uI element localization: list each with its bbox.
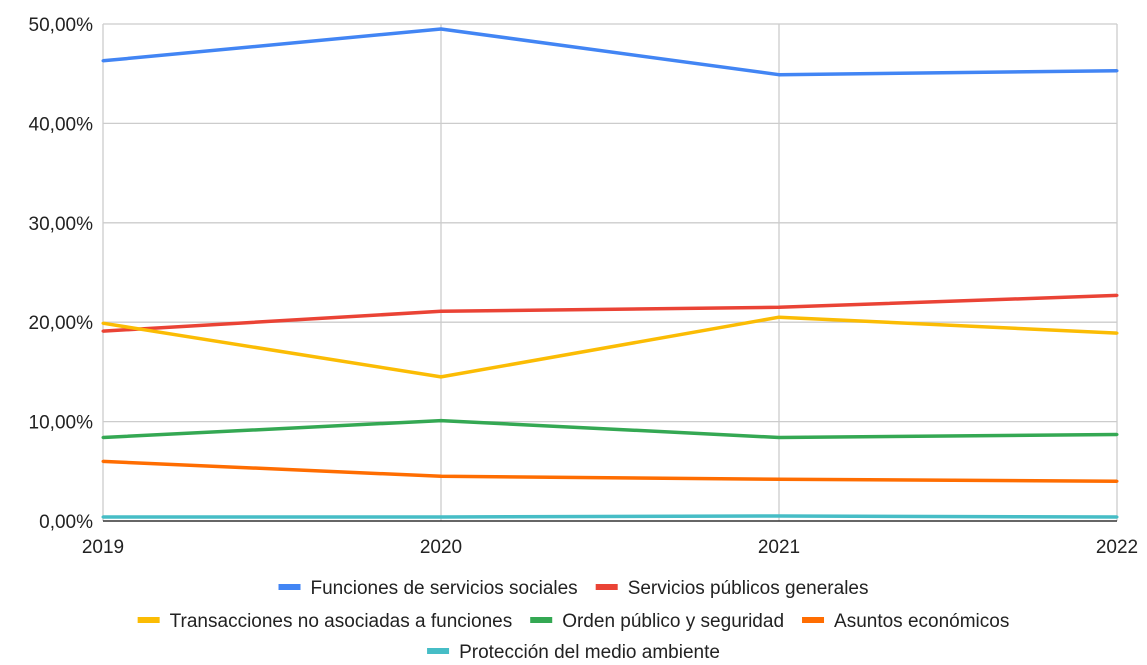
data-point [1115, 433, 1119, 437]
data-point [777, 315, 781, 319]
legend-item[interactable]: Orden público y seguridad [530, 611, 784, 632]
data-point [777, 477, 781, 481]
legend-item[interactable]: Funciones de servicios sociales [278, 578, 578, 599]
series-line-3 [102, 315, 1118, 379]
y-tick-label: 30,00% [29, 214, 94, 235]
legend-item[interactable]: Servicios públicos generales [595, 578, 869, 599]
data-point [101, 515, 105, 519]
data-point [101, 59, 105, 63]
legend-label: Asuntos económicos [834, 611, 1009, 632]
legend-swatch [278, 584, 301, 590]
y-tick-label: 10,00% [29, 413, 94, 434]
data-point [1115, 293, 1119, 297]
x-tick-label: 2021 [758, 537, 800, 558]
legend-label: Transacciones no asociadas a funciones [170, 611, 513, 632]
data-point [777, 73, 781, 77]
series-line-6 [103, 514, 1118, 519]
x-tick-label: 2019 [82, 537, 124, 558]
legend-item[interactable]: Protección del medio ambiente [427, 642, 720, 663]
legend-label: Protección del medio ambiente [459, 642, 720, 663]
data-point [1115, 479, 1119, 483]
legend-label: Orden público y seguridad [562, 611, 784, 632]
data-point [777, 305, 781, 309]
legend: Funciones de servicios sociales Servicios… [137, 578, 1009, 663]
legend-label: Servicios públicos generales [628, 578, 869, 599]
y-tick-label: 20,00% [29, 313, 94, 334]
legend-swatch [595, 584, 618, 590]
y-tick-label: 40,00% [29, 114, 94, 135]
legend-label: Funciones de servicios sociales [311, 578, 578, 599]
legend-swatch [530, 617, 553, 623]
series-line-4 [102, 418, 1118, 440]
data-point [101, 329, 105, 333]
legend-item[interactable]: Asuntos económicos [802, 611, 1009, 632]
data-point [439, 309, 443, 313]
data-point [1115, 515, 1119, 519]
x-tick-label: 2022 [1096, 537, 1138, 558]
data-point [101, 459, 105, 463]
grid [102, 23, 1118, 521]
y-tick-label: 0,00% [39, 512, 93, 533]
data-point [439, 515, 443, 519]
series-line-5 [102, 459, 1118, 483]
data-point [777, 436, 781, 440]
data-point [101, 436, 105, 440]
data-point [439, 474, 443, 478]
series-line-2 [102, 293, 1118, 333]
legend-item[interactable]: Transacciones no asociadas a funciones [137, 611, 513, 632]
data-point [1115, 331, 1119, 335]
y-tick-label: 50,00% [29, 15, 94, 36]
x-tick-label: 2020 [420, 537, 462, 558]
legend-swatch [427, 648, 450, 654]
data-point [439, 419, 443, 423]
axes: 0,00% 10,00% 20,00% 30,00% 40,00% 50,00% 2019 2… [29, 15, 1139, 558]
data-point [439, 375, 443, 379]
data-point [101, 321, 105, 325]
series-lines [101, 27, 1119, 519]
data-point [777, 514, 781, 518]
legend-swatch [802, 617, 825, 623]
data-point [1115, 69, 1119, 73]
legend-swatch [137, 617, 160, 623]
series-line-1 [102, 27, 1118, 77]
data-point [439, 27, 443, 31]
